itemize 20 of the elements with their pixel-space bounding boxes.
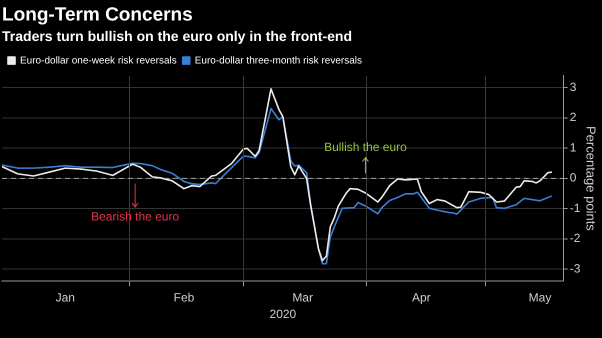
annotation: Bullish the euro <box>324 140 408 154</box>
x-tick-label: Feb <box>174 290 195 305</box>
chart-title: Long-Term Concerns <box>2 4 193 26</box>
x-tick-label: Jan <box>56 290 75 305</box>
y-tick-label: 1 <box>570 140 577 154</box>
y-tick-label: 0 <box>570 170 577 185</box>
x-tick-label: Apr <box>412 290 431 305</box>
y-tick-label: -1 <box>570 200 581 215</box>
y-tick-label: -2 <box>570 231 581 246</box>
y-tick-label: 2 <box>570 110 577 124</box>
y-tick-label: -3 <box>570 261 581 276</box>
legend-label: Euro-dollar one-week risk reversals <box>20 55 177 66</box>
x-axis-title: 2020 <box>270 307 297 322</box>
y-tick-label: 3 <box>570 80 577 94</box>
chart-subtitle: Traders turn bullish on the euro only in the front-end <box>2 28 352 44</box>
x-tick-label: May <box>528 290 552 305</box>
x-tick-label: Mar <box>292 290 313 305</box>
y-axis-title: Percentage points <box>584 126 599 232</box>
annotation: Bearish the euro <box>91 209 180 224</box>
legend-label: Euro-dollar three-month risk reversals <box>194 55 362 66</box>
